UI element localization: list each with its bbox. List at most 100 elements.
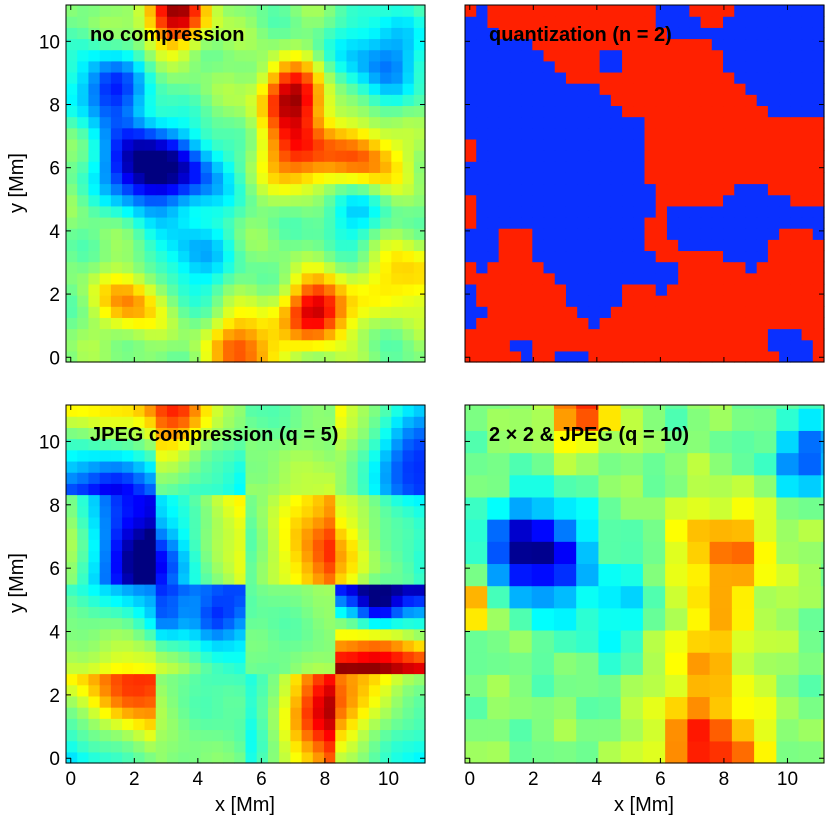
heatmap-cell: [655, 161, 668, 173]
heatmap-cell: [357, 306, 370, 318]
heatmap-cell: [745, 317, 758, 330]
heatmap-cell: [211, 528, 224, 540]
heatmap-cell: [223, 239, 235, 252]
heatmap-cell: [666, 16, 679, 28]
heatmap-cell: [88, 707, 101, 719]
heatmap-cell: [577, 5, 590, 17]
heatmap-cell: [633, 261, 646, 274]
heatmap-cell: [413, 16, 426, 28]
heatmap-cell: [267, 49, 280, 62]
heatmap-cell: [543, 161, 556, 173]
heatmap-cell: [767, 239, 780, 252]
heatmap-cell: [312, 673, 325, 686]
heatmap-cell: [820, 674, 825, 698]
heatmap-cell: [301, 628, 314, 641]
heatmap-cell: [301, 460, 314, 473]
heatmap-cell: [711, 161, 724, 173]
heatmap-cell: [599, 60, 612, 73]
heatmap-cell: [290, 483, 303, 496]
heatmap-cell: [521, 71, 533, 84]
heatmap-cell: [812, 216, 825, 229]
heatmap-cell: [553, 563, 577, 587]
heatmap-cell: [324, 483, 336, 496]
heatmap-cell: [99, 38, 112, 51]
heatmap-cell: [700, 261, 713, 274]
heatmap-cell: [122, 105, 134, 118]
heatmap-cell: [122, 695, 134, 708]
heatmap-cell: [133, 472, 146, 484]
heatmap-cell: [267, 427, 280, 440]
heatmap-cell: [576, 452, 600, 476]
heatmap-cell: [711, 38, 724, 51]
heatmap-cell: [756, 83, 769, 95]
heatmap-cell: [610, 328, 623, 341]
heatmap-cell: [666, 239, 679, 252]
heatmap-cell: [368, 150, 381, 162]
heatmap-cell: [402, 194, 415, 207]
heatmap-cell: [790, 172, 803, 185]
heatmap-cell: [178, 651, 191, 663]
heatmap-cell: [346, 695, 359, 708]
heatmap-cell: [577, 49, 590, 62]
heatmap-cell: [324, 272, 336, 285]
heatmap-cell: [99, 183, 112, 196]
heatmap-cell: [256, 528, 269, 540]
heatmap-cell: [245, 161, 258, 173]
heatmap-cell: [66, 695, 78, 708]
heatmap-cell: [756, 228, 769, 240]
heatmap-cell: [88, 684, 101, 697]
heatmap-cell: [576, 405, 600, 409]
heatmap-cell: [234, 16, 247, 28]
heatmap-cell: [532, 161, 545, 173]
heatmap-cell: [324, 138, 336, 151]
heatmap-cell: [553, 674, 577, 698]
heatmap-cell: [413, 617, 426, 630]
heatmap-cell: [178, 707, 191, 719]
heatmap-cell: [178, 427, 191, 440]
heatmap-cell: [678, 228, 690, 240]
tick-marks: [465, 405, 824, 763]
heatmap-cell: [88, 673, 101, 686]
heatmap-cell: [642, 563, 666, 587]
heatmap-cell: [487, 83, 500, 95]
heatmap-cell: [223, 584, 235, 596]
heatmap-cell: [678, 5, 690, 17]
heatmap-cell: [689, 306, 702, 318]
heatmap-cell: [133, 695, 146, 708]
heatmap-cell: [155, 239, 168, 252]
heatmap-cell: [357, 172, 370, 185]
heatmap-cell: [324, 239, 336, 252]
heatmap-cell: [279, 539, 291, 552]
heatmap-cell: [543, 306, 556, 318]
heatmap-cell: [754, 408, 777, 431]
heatmap-cell: [155, 427, 168, 440]
heatmap-cell: [223, 740, 235, 753]
heatmap-cell: [509, 405, 533, 409]
heatmap-cell: [577, 116, 590, 129]
heatmap-cell: [391, 94, 404, 107]
heatmap-cell: [234, 494, 247, 507]
heatmap-cell: [122, 740, 134, 753]
heatmap-cell: [223, 138, 235, 151]
heatmap-cell: [790, 83, 803, 95]
heatmap-cell: [166, 595, 179, 607]
heatmap-cell: [391, 751, 404, 764]
heatmap-cell: [509, 27, 522, 40]
heatmap-cell: [279, 505, 291, 518]
heatmap-cell: [599, 16, 612, 28]
heatmap-cell: [357, 416, 370, 428]
heatmap-cell: [391, 150, 404, 162]
heatmap-cell: [234, 673, 247, 686]
heatmap-cell: [543, 205, 556, 218]
heatmap-cell: [301, 528, 314, 540]
heatmap-cell: [357, 60, 370, 73]
heatmap-cell: [223, 261, 235, 274]
heatmap-cell: [465, 60, 477, 73]
heatmap-cell: [413, 606, 426, 619]
heatmap-cell: [509, 116, 522, 129]
heatmap-cell: [655, 38, 668, 51]
heatmap-cell: [610, 295, 623, 307]
heatmap-cell: [88, 584, 101, 596]
heatmap-cell: [402, 628, 415, 641]
heatmap-cell: [290, 584, 303, 596]
